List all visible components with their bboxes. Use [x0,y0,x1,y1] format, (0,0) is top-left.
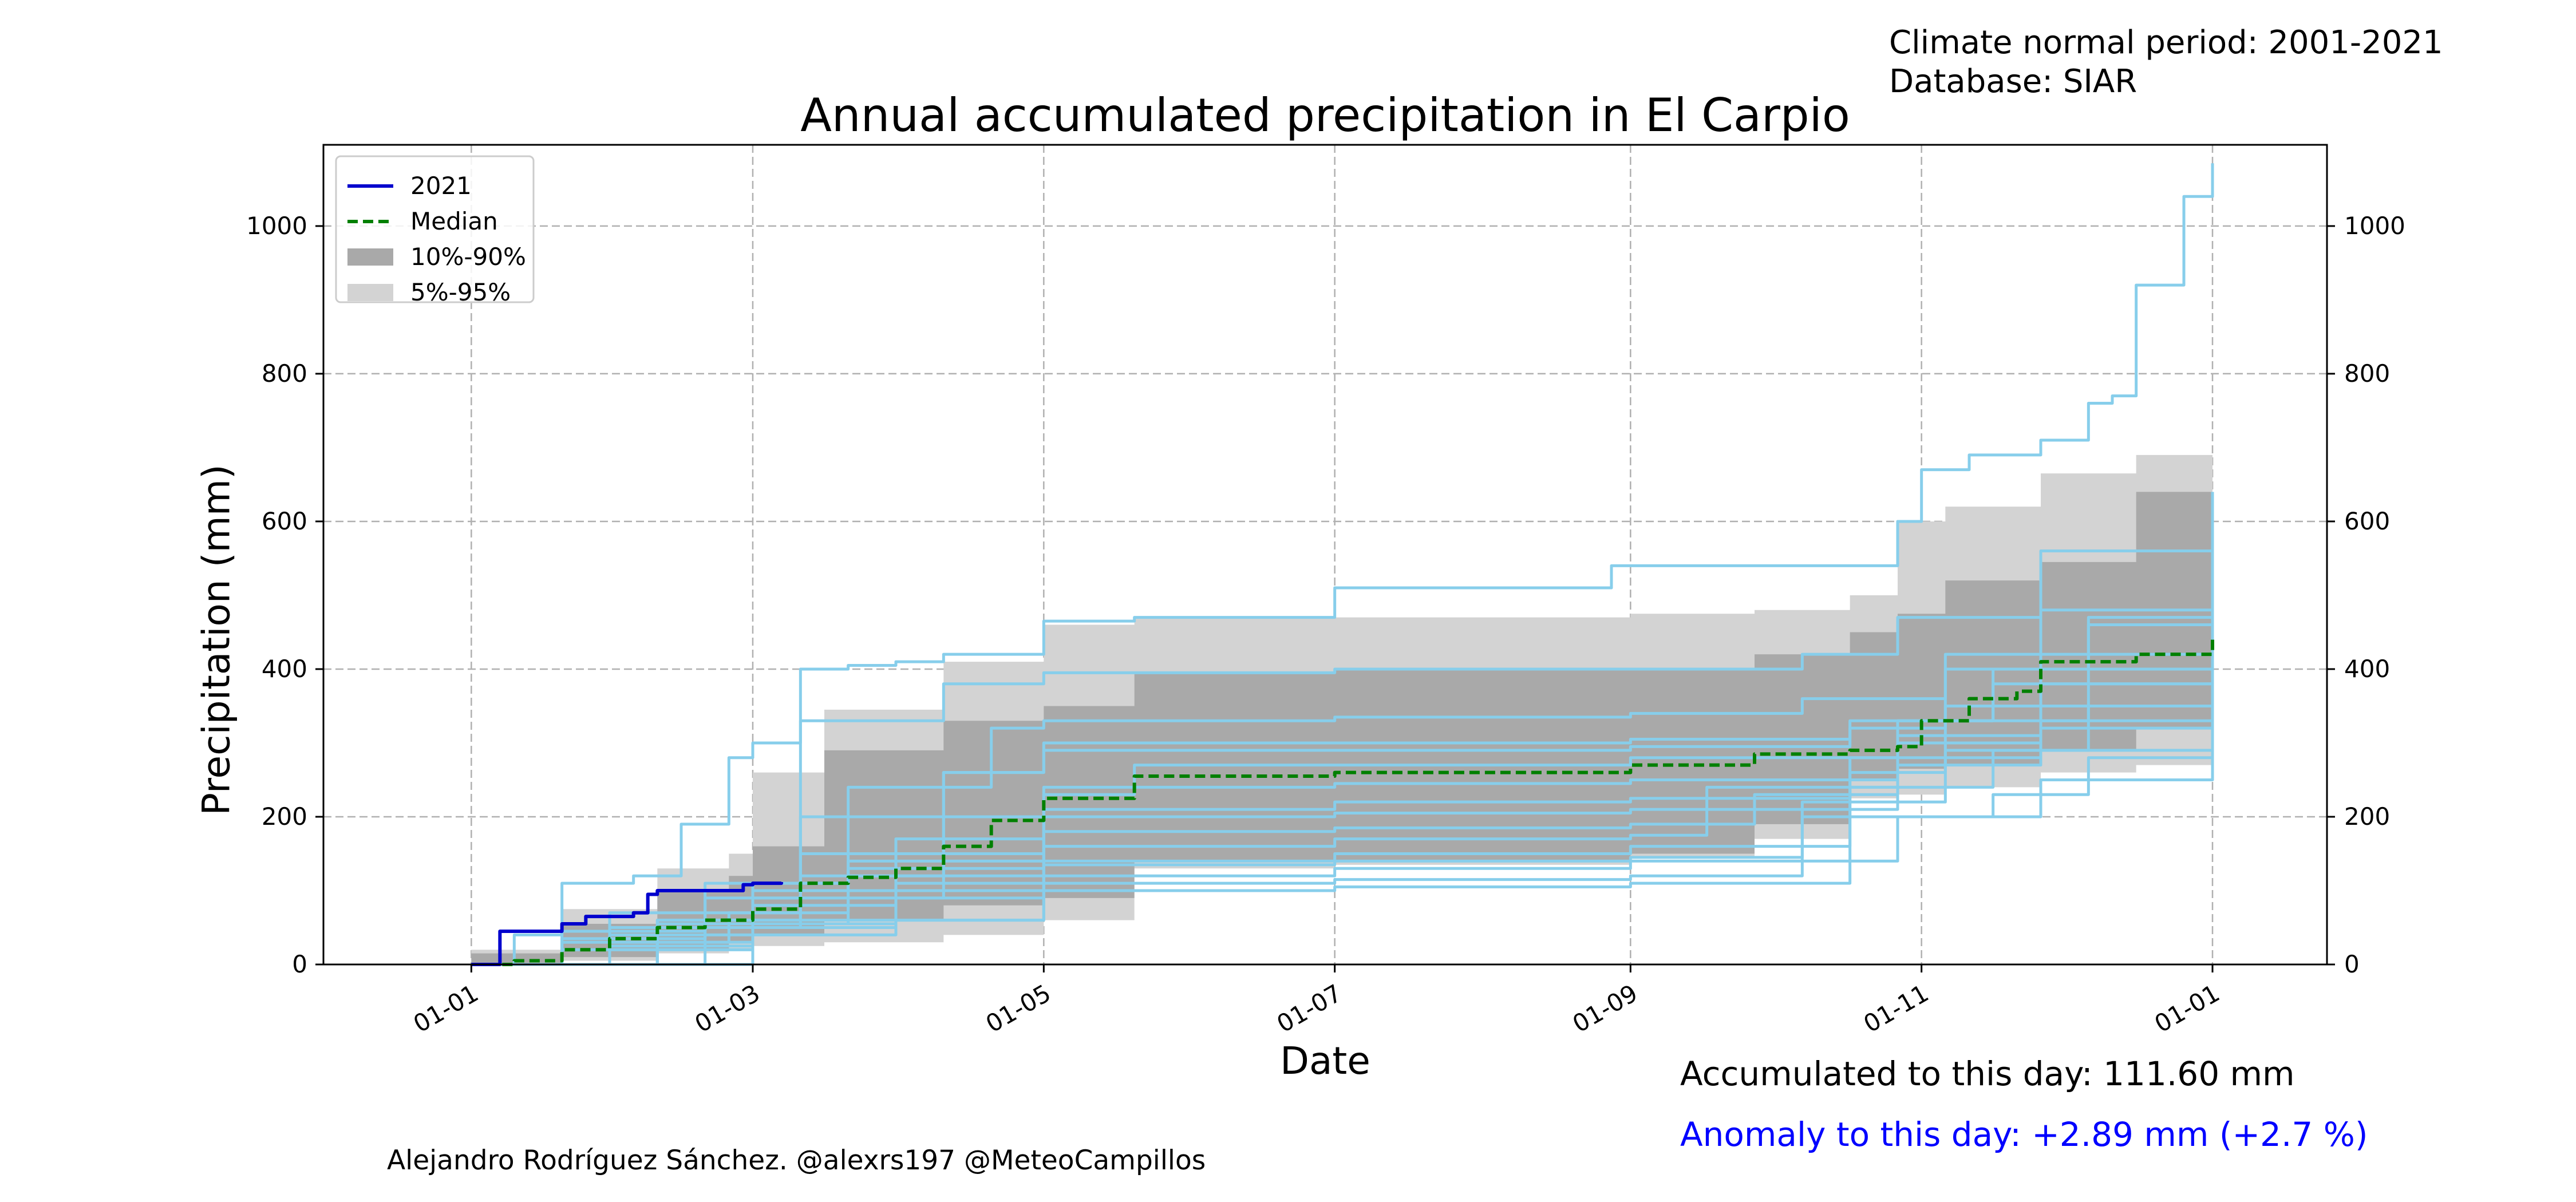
current-year-line [471,881,783,966]
legend-label: 2021 [410,172,472,200]
historical-year-line-1 [471,163,2214,966]
database-label: Database: SIAR [1889,63,2138,100]
legend-label: 10%-90% [410,243,526,271]
x-axis-label: Date [1280,1039,1370,1083]
y-tick-label-right: 1000 [2344,212,2405,240]
x-tick-label: 01-01 [2150,979,2224,1038]
y-tick-label-left: 400 [262,655,307,683]
legend-swatch [347,284,393,301]
y-tick-label-right: 200 [2344,802,2390,831]
y-tick-label-left: 0 [292,950,307,978]
x-tick-label: 01-11 [1859,979,1933,1038]
x-tick-label: 01-09 [1568,979,1642,1038]
historical-year-line-16 [471,566,2214,966]
chart-title: Annual accumulated precipitation in El C… [800,89,1850,142]
historical-year-line-9 [471,595,2214,966]
historical-year-line-15 [471,721,2214,966]
y-axis-label: Precipitation (mm) [194,464,239,816]
y-tick-label-left: 800 [262,359,307,388]
legend-label: Median [410,207,498,235]
historical-year-line-12 [471,521,2214,966]
x-tick-label: 01-07 [1272,979,1346,1038]
plot-frame [322,144,2328,966]
y-tick-label-left: 200 [262,802,307,831]
percentile-bands [471,444,2213,964]
legend: 2021 Median 10%-90% 5%-95% [335,155,535,306]
band-10-to-90 [471,488,2213,964]
y-tick-label-left: 1000 [246,212,307,240]
author-credit: Alejandro Rodríguez Sánchez. @alexrs197 … [387,1145,1206,1176]
y-tick-label-right: 800 [2344,359,2390,388]
y-tick-label-right: 600 [2344,507,2390,535]
y-tick-label-right: 400 [2344,655,2390,683]
x-tick-label: 01-01 [409,979,483,1038]
x-tick-label: 01-05 [981,979,1056,1038]
legend-box [335,155,535,303]
y-tick-label-left: 600 [262,507,307,535]
legend-label: 5%-95% [410,278,511,306]
main-series [471,639,2214,966]
historical-series [471,163,2214,966]
anomaly-text: Anomaly to this day: +2.89 mm (+2.7 %) [1680,1115,2368,1154]
legend-swatch [347,248,393,266]
climate-period-label: Climate normal period: 2001-2021 [1889,24,2443,61]
x-tick-label: 01-03 [690,979,764,1038]
y-tick-label-right: 0 [2344,950,2360,978]
accumulated-text: Accumulated to this day: 111.60 mm [1680,1054,2295,1093]
